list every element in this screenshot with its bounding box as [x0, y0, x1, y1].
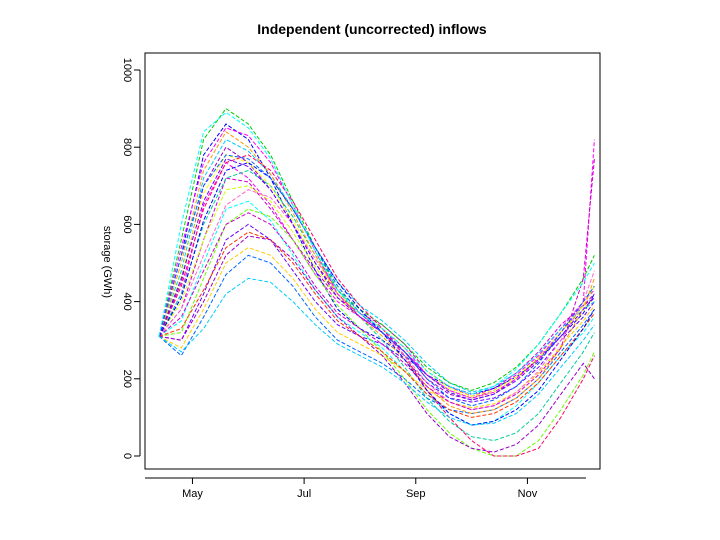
x-tick-label: Nov [518, 488, 538, 500]
series-line [158, 111, 595, 395]
chart-title: Independent (uncorrected) inflows [257, 21, 487, 37]
y-tick-label: 800 [121, 138, 133, 156]
series-line [158, 127, 595, 399]
x-tick-label: Sep [406, 488, 426, 500]
series-line [158, 162, 595, 426]
series-line [158, 208, 595, 457]
series-line [158, 231, 595, 418]
plot-area [144, 52, 601, 470]
series-line [158, 200, 595, 426]
series-line [158, 177, 595, 397]
series-line [158, 277, 595, 426]
series-line [158, 154, 595, 457]
x-tick-label: Jul [297, 488, 311, 500]
series-line [158, 158, 595, 411]
series-line [158, 146, 595, 401]
y-tick-label: 0 [121, 453, 133, 459]
y-axis-title: storage (GWh) [101, 226, 113, 298]
series-line [158, 169, 595, 442]
series-line [158, 235, 595, 453]
y-ticks: 0 200 400 600 800 1000 [121, 58, 140, 459]
y-tick-label: 200 [121, 370, 133, 388]
x-tick-label: May [182, 488, 203, 500]
series-line [158, 189, 595, 411]
y-tick-label: 600 [121, 215, 133, 233]
series-line [158, 131, 595, 415]
series-line [158, 154, 595, 407]
series-line [158, 138, 595, 393]
series-line [158, 161, 595, 399]
series-line [158, 223, 595, 403]
y-tick-label: 1000 [121, 58, 133, 82]
y-tick-label: 400 [121, 292, 133, 310]
x-ticks: May Jul Sep Nov [182, 478, 538, 500]
series-layer [158, 107, 595, 457]
series-line [158, 254, 595, 415]
